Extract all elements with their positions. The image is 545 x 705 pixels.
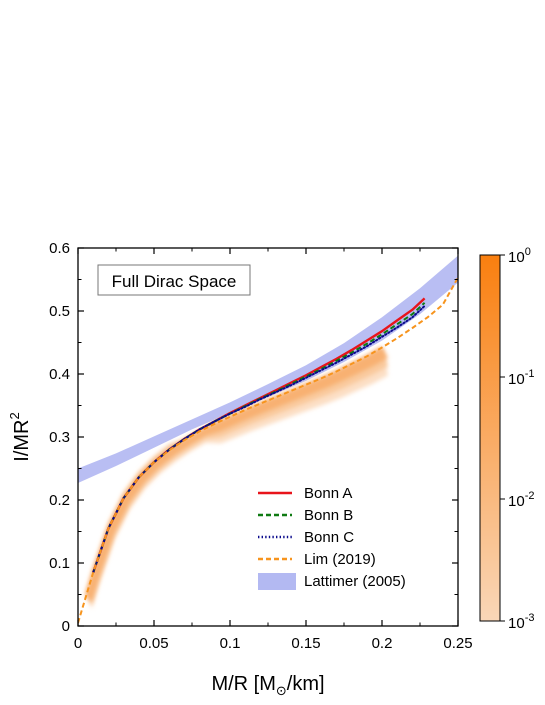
x-tick-label-0: 0 xyxy=(74,635,82,652)
x-tick-label-3: 0.15 xyxy=(291,635,320,652)
y-tick-label-5: 0.5 xyxy=(49,303,70,320)
y-tick-label-6: 0.6 xyxy=(49,240,70,257)
colorbar-gradient xyxy=(479,254,501,622)
y-tick-label-3: 0.3 xyxy=(49,429,70,446)
x-tick-label-2: 0.1 xyxy=(220,635,241,652)
x-axis: 0 0.05 0.1 0.15 0.2 0.25 xyxy=(74,248,473,652)
probability-contour-2 xyxy=(85,347,389,602)
colorbar-tick-label-0: 100 xyxy=(508,246,531,266)
y-axis-title: I/MR2 xyxy=(7,412,33,461)
legend-label-4: Lattimer (2005) xyxy=(304,573,406,590)
y-tick-label-0: 0 xyxy=(62,618,70,635)
y-tick-label-1: 0.1 xyxy=(49,555,70,572)
colorbar-tick-exp-3: -3 xyxy=(525,612,535,624)
colorbar-tick-exp-2: -2 xyxy=(525,490,535,502)
y-axis-title-sup: 2 xyxy=(7,412,22,419)
colorbar-tick-base-2: 10 xyxy=(508,493,525,510)
band-0 xyxy=(78,255,458,483)
annotation-box: Full Dirac Space xyxy=(97,264,251,296)
y-axis-title-main: I/MR xyxy=(11,420,33,462)
colorbar-tick-base-1: 10 xyxy=(508,371,525,388)
annotation-text: Full Dirac Space xyxy=(112,272,237,291)
colorbar-tick-base-0: 10 xyxy=(508,249,525,266)
x-axis-title-sub: ⊙ xyxy=(276,683,287,698)
colorbar-tick-exp-1: -1 xyxy=(525,368,535,380)
colorbar-tick-exp-0: 0 xyxy=(525,246,531,258)
legend: Bonn A Bonn B Bonn C Lim (2019) Lattimer (20… xyxy=(258,485,406,590)
x-tick-label-5: 0.25 xyxy=(443,635,472,652)
legend-label-0: Bonn A xyxy=(304,485,352,502)
x-axis-title: M/R [M⊙/km] xyxy=(211,673,324,698)
colorbar-tick-label-1: 10-1 xyxy=(508,368,534,388)
plot-area: 0 0.05 0.1 0.15 0.2 0.25 0 0.1 0.2 0.3 0.4 0.5 0.6 xyxy=(49,240,472,652)
band-layer xyxy=(78,255,458,483)
colorbar-tick-label-2: 10-2 xyxy=(508,490,534,510)
series-layer xyxy=(78,277,458,624)
colorbar-tick-label-3: 10-3 xyxy=(508,612,534,632)
series-line-2 xyxy=(92,305,426,574)
legend-label-1: Bonn B xyxy=(304,507,353,524)
colorbar-tick-base-3: 10 xyxy=(508,615,525,632)
x-tick-label-4: 0.2 xyxy=(372,635,393,652)
annotation-frame xyxy=(97,264,251,296)
y-tick-label-4: 0.4 xyxy=(49,366,70,383)
series-line-3 xyxy=(78,277,458,624)
legend-label-2: Bonn C xyxy=(304,529,354,546)
x-tick-label-1: 0.05 xyxy=(139,635,168,652)
y-axis: 0 0.1 0.2 0.3 0.4 0.5 0.6 xyxy=(49,240,458,635)
legend-swatch-4 xyxy=(258,573,296,590)
y-tick-label-2: 0.2 xyxy=(49,492,70,509)
legend-label-3: Lim (2019) xyxy=(304,551,376,568)
probability-density-region xyxy=(85,346,389,609)
x-axis-title-main: M/R [M xyxy=(211,673,275,695)
x-axis-title-tail: /km] xyxy=(287,673,325,695)
